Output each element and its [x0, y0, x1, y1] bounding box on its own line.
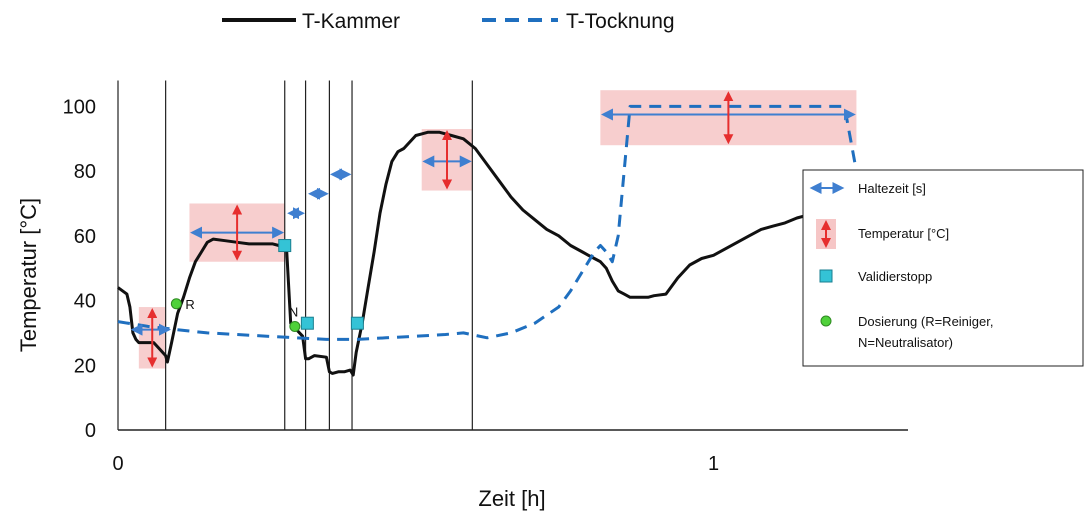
temperatur-arrows — [147, 91, 734, 368]
validierstopp-marker-1 — [300, 316, 314, 330]
dosierung-label-0: R — [185, 297, 194, 312]
inset-validierstopp-label: Validierstopp — [858, 269, 932, 284]
series-kammer-line — [117, 130, 857, 377]
validierstopp-marker-2 — [350, 316, 364, 330]
legend-tocknung-label: T-Tocknung — [566, 10, 675, 33]
dosierung-label-1: N — [289, 304, 298, 319]
y-tick-label-4: 80 — [74, 161, 96, 183]
inset-validierstopp-symbol — [819, 269, 833, 283]
inset-temperatur-label: Temperatur [°C] — [858, 226, 949, 241]
y-tick-label-1: 20 — [74, 355, 96, 377]
inset-haltezeit-label: Haltezeit [s] — [858, 181, 926, 196]
y-tick-label-2: 40 — [74, 291, 96, 313]
series-tocknung-line — [117, 104, 858, 341]
validierstopp-marker-0 — [278, 239, 292, 253]
inset-legend: Haltezeit [s] Temperatur [°C] Validierst… — [802, 169, 1084, 367]
inset-temperatur-symbol — [816, 219, 836, 249]
top-legend: T-Kammer T-Tocknung — [222, 10, 675, 33]
y-axis-title: Temperatur [°C] — [16, 198, 41, 352]
y-tick-label-0: 0 — [85, 420, 96, 442]
markers: RN — [170, 239, 364, 332]
dosierung-marker-1 — [289, 320, 301, 332]
phase-lines — [117, 80, 473, 430]
x-axis-title: Zeit [h] — [478, 486, 545, 511]
series-lines — [117, 104, 858, 377]
x-tick-label-0: 0 — [112, 453, 123, 475]
inset-dosierung-label-1: Dosierung (R=Reiniger, — [858, 314, 993, 329]
inset-dosierung-symbol — [820, 315, 832, 327]
legend-kammer-label: T-Kammer — [302, 10, 400, 33]
y-tick-label-3: 60 — [74, 226, 96, 248]
x-tick-label-1: 1 — [708, 453, 719, 475]
y-ticks: 0 20 40 60 80 100 — [63, 96, 96, 442]
y-tick-label-5: 100 — [63, 96, 96, 118]
dosierung-marker-0 — [170, 298, 182, 310]
inset-legend-box — [802, 169, 1084, 367]
inset-dosierung-label-2: N=Neutralisator) — [858, 335, 953, 350]
temperatur-bands — [138, 90, 857, 369]
